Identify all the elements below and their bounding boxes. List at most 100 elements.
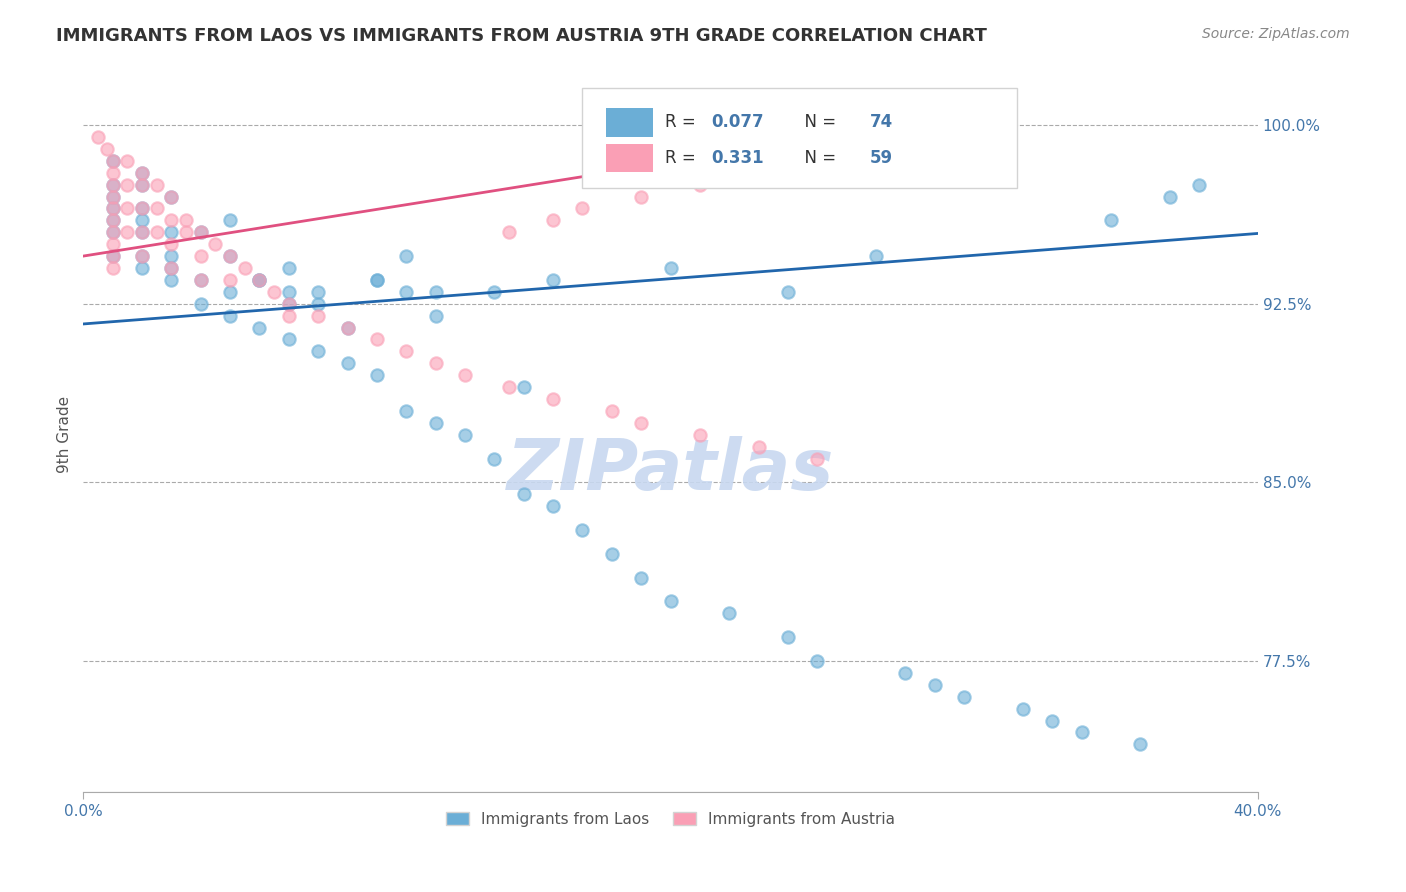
Point [101,153,124,168]
Point [101,249,124,263]
Point [160,189,183,203]
Point [498,380,520,394]
Point [336,320,359,334]
Text: ZIPatlas: ZIPatlas [508,436,834,505]
Point [131,178,153,192]
Point [366,368,388,383]
Text: R =: R = [665,113,700,131]
Point [131,225,153,239]
Point [117,225,139,239]
Point [600,404,623,418]
Point [425,416,447,430]
Point [454,368,477,383]
Point [513,380,536,394]
Point [277,296,299,310]
Point [395,404,418,418]
Point [571,523,593,537]
Point [425,309,447,323]
Point [953,690,976,704]
Point [366,273,388,287]
Point [395,344,418,359]
Point [131,202,153,216]
Text: 0.077: 0.077 [711,113,765,131]
Point [160,260,183,275]
Point [865,249,887,263]
Point [101,189,124,203]
Point [204,237,226,252]
Point [425,356,447,370]
Point [630,416,652,430]
Point [219,249,242,263]
Point [776,285,799,299]
Text: 59: 59 [870,149,893,167]
Point [145,202,167,216]
Point [160,237,183,252]
Point [101,249,124,263]
Point [513,487,536,501]
Point [249,273,271,287]
Point [307,344,329,359]
Point [96,142,118,156]
Point [249,273,271,287]
Point [101,153,124,168]
Point [307,309,329,323]
Point [630,571,652,585]
Point [160,225,183,239]
Point [131,202,153,216]
Point [101,260,124,275]
Text: R =: R = [665,149,700,167]
Point [1099,213,1122,227]
Text: 74: 74 [870,113,893,131]
Point [277,333,299,347]
Point [145,225,167,239]
Point [484,285,506,299]
Point [160,189,183,203]
Point [600,547,623,561]
Text: N =: N = [794,113,841,131]
Point [101,225,124,239]
Point [190,273,212,287]
Point [160,273,183,287]
Point [101,202,124,216]
Point [219,285,242,299]
Point [1070,725,1092,739]
Point [101,189,124,203]
Point [131,249,153,263]
Point [498,225,520,239]
Y-axis label: 9th Grade: 9th Grade [58,396,72,474]
Bar [606,108,652,136]
Point [101,166,124,180]
Point [366,273,388,287]
Point [776,630,799,644]
Point [101,202,124,216]
Point [336,320,359,334]
Point [689,178,711,192]
Point [307,285,329,299]
Point [277,296,299,310]
Point [219,309,242,323]
Point [87,130,110,145]
Point [894,665,917,680]
Point [689,427,711,442]
Point [1040,714,1063,728]
Point [219,213,242,227]
Point [131,166,153,180]
Point [806,654,828,668]
Point [659,594,682,608]
Point [190,225,212,239]
Point [233,260,256,275]
Point [101,237,124,252]
Point [718,607,741,621]
Text: IMMIGRANTS FROM LAOS VS IMMIGRANTS FROM AUSTRIA 9TH GRADE CORRELATION CHART: IMMIGRANTS FROM LAOS VS IMMIGRANTS FROM … [56,27,987,45]
Point [145,178,167,192]
Point [160,249,183,263]
Point [219,249,242,263]
Text: 0.331: 0.331 [711,149,765,167]
Point [806,451,828,466]
Point [659,260,682,275]
Point [249,273,271,287]
Point [1159,189,1181,203]
Point [101,178,124,192]
Point [924,678,946,692]
Point [131,178,153,192]
